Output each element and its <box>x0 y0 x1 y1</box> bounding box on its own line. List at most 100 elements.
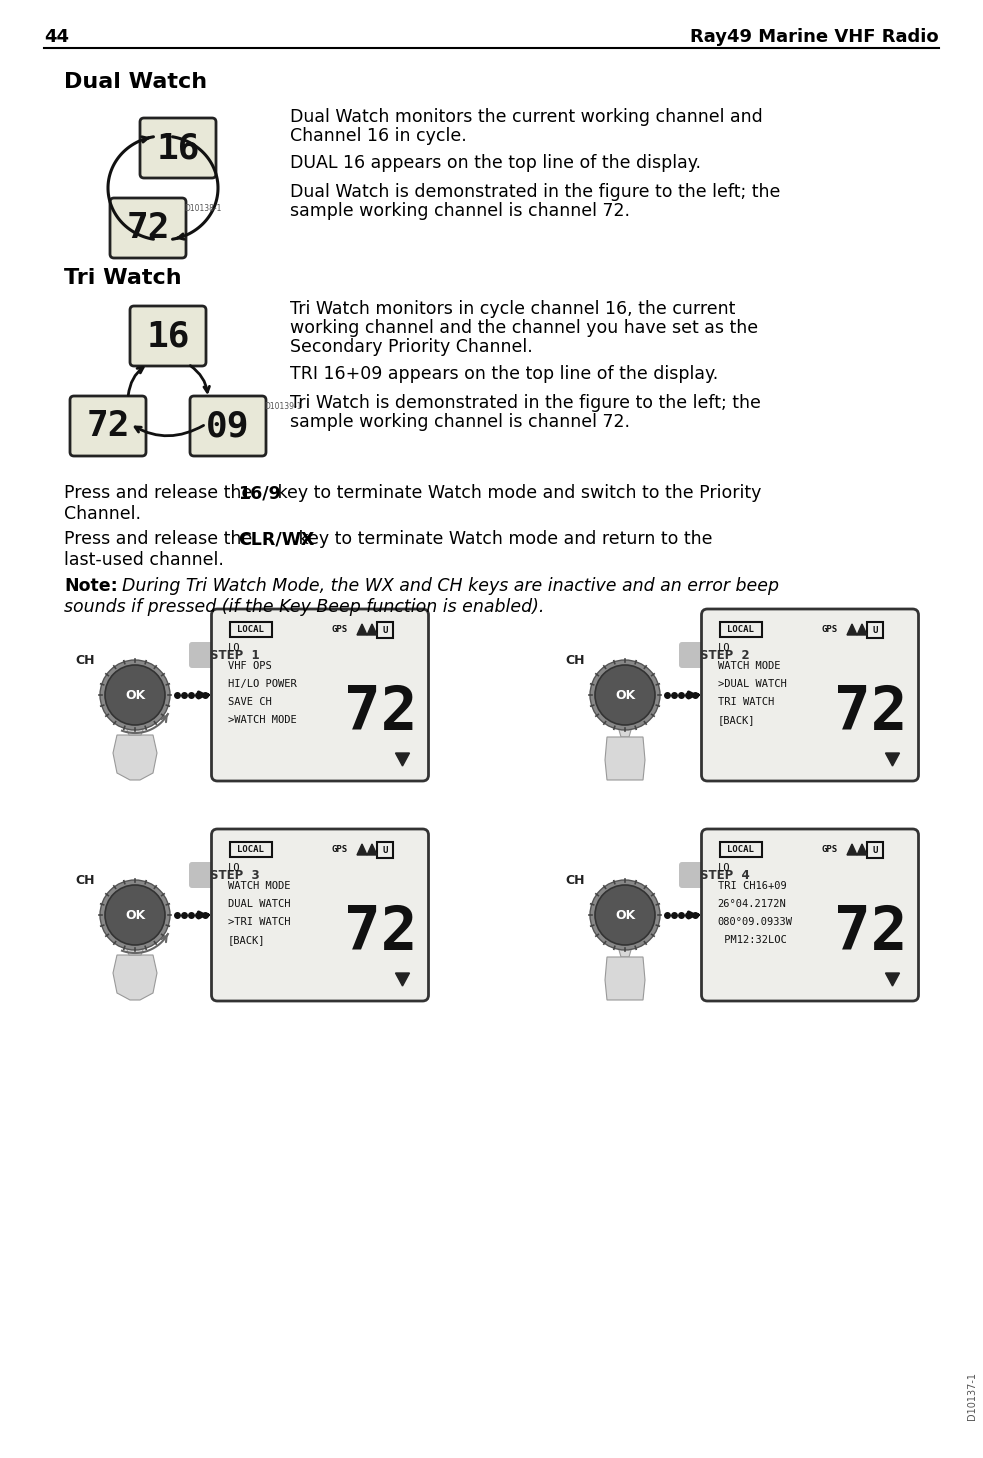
Text: U: U <box>382 846 387 854</box>
Text: 72: 72 <box>344 904 417 962</box>
Text: Dual Watch: Dual Watch <box>64 71 207 92</box>
Polygon shape <box>886 972 899 986</box>
Text: LOCAL: LOCAL <box>237 625 264 634</box>
Text: Dual Watch monitors the current working channel and: Dual Watch monitors the current working … <box>290 108 763 125</box>
FancyBboxPatch shape <box>679 642 771 668</box>
Text: Press and release the: Press and release the <box>64 531 258 548</box>
Text: LO: LO <box>227 863 240 873</box>
Text: TRI 16+09 appears on the top line of the display.: TRI 16+09 appears on the top line of the… <box>290 364 719 383</box>
Polygon shape <box>847 844 857 854</box>
FancyBboxPatch shape <box>377 623 393 639</box>
Text: 09: 09 <box>206 410 250 443</box>
FancyBboxPatch shape <box>110 198 186 258</box>
Text: Tri Watch monitors in cycle channel 16, the current: Tri Watch monitors in cycle channel 16, … <box>290 300 735 318</box>
Text: last-used channel.: last-used channel. <box>64 551 224 569</box>
Circle shape <box>100 660 170 730</box>
Polygon shape <box>847 624 857 636</box>
Polygon shape <box>367 624 377 636</box>
Text: 72: 72 <box>344 684 417 742</box>
Text: LOCAL: LOCAL <box>237 846 264 854</box>
Polygon shape <box>619 706 631 736</box>
Text: GPS: GPS <box>822 846 838 854</box>
Text: sample working channel is channel 72.: sample working channel is channel 72. <box>290 413 630 432</box>
Text: 72: 72 <box>87 410 130 443</box>
Text: SAVE CH: SAVE CH <box>227 697 271 707</box>
Text: Note:: Note: <box>64 577 118 595</box>
Text: LOCAL: LOCAL <box>727 625 754 634</box>
Text: Press and release the: Press and release the <box>64 484 258 502</box>
Text: CH: CH <box>565 873 585 886</box>
Text: CLR/WX: CLR/WX <box>238 531 315 548</box>
Text: OK: OK <box>125 908 145 921</box>
Text: 44: 44 <box>44 28 69 47</box>
Text: D10137-1: D10137-1 <box>967 1372 977 1420</box>
FancyBboxPatch shape <box>130 306 206 366</box>
Text: LO: LO <box>718 643 730 653</box>
FancyBboxPatch shape <box>229 623 271 637</box>
FancyBboxPatch shape <box>229 843 271 857</box>
Polygon shape <box>886 752 899 765</box>
Text: 16/9: 16/9 <box>238 484 281 502</box>
Text: D10138-1: D10138-1 <box>184 204 221 213</box>
FancyBboxPatch shape <box>70 397 146 456</box>
Polygon shape <box>113 955 157 1000</box>
Circle shape <box>100 881 170 951</box>
Polygon shape <box>357 844 367 854</box>
Circle shape <box>595 885 655 945</box>
Circle shape <box>105 885 165 945</box>
Text: HI/LO POWER: HI/LO POWER <box>227 679 296 690</box>
Text: VHF OPS: VHF OPS <box>227 660 271 671</box>
Text: 72: 72 <box>126 211 170 245</box>
Text: 16: 16 <box>146 319 190 353</box>
FancyBboxPatch shape <box>211 830 429 1002</box>
FancyBboxPatch shape <box>140 118 216 178</box>
Text: STEP  2: STEP 2 <box>700 649 750 662</box>
Text: 72: 72 <box>834 904 907 962</box>
Text: >DUAL WATCH: >DUAL WATCH <box>718 679 786 690</box>
FancyBboxPatch shape <box>377 843 393 857</box>
Text: Dual Watch is demonstrated in the figure to the left; the: Dual Watch is demonstrated in the figure… <box>290 184 781 201</box>
Circle shape <box>595 665 655 725</box>
Text: LO: LO <box>718 863 730 873</box>
Text: CH: CH <box>76 873 95 886</box>
Text: key to terminate Watch mode and switch to the Priority: key to terminate Watch mode and switch t… <box>272 484 762 502</box>
Polygon shape <box>857 624 867 636</box>
Text: >WATCH MODE: >WATCH MODE <box>227 714 296 725</box>
Text: U: U <box>382 625 387 634</box>
Text: sounds if pressed (if the Key Beep function is enabled).: sounds if pressed (if the Key Beep funct… <box>64 598 545 615</box>
Text: STEP  4: STEP 4 <box>700 869 750 882</box>
Circle shape <box>590 881 660 951</box>
Text: LO: LO <box>227 643 240 653</box>
Text: LOCAL: LOCAL <box>727 846 754 854</box>
Circle shape <box>590 660 660 730</box>
Text: sample working channel is channel 72.: sample working channel is channel 72. <box>290 203 630 220</box>
Text: WATCH MODE: WATCH MODE <box>227 881 290 891</box>
FancyBboxPatch shape <box>189 862 281 888</box>
FancyBboxPatch shape <box>190 397 266 456</box>
Polygon shape <box>619 924 631 956</box>
Polygon shape <box>357 624 367 636</box>
Text: TRI WATCH: TRI WATCH <box>718 697 774 707</box>
Text: 26°04.2172N: 26°04.2172N <box>718 900 786 908</box>
FancyBboxPatch shape <box>702 830 918 1002</box>
Text: D10139-1: D10139-1 <box>264 402 302 411</box>
Polygon shape <box>395 972 410 986</box>
Text: [BACK]: [BACK] <box>718 714 755 725</box>
Text: DUAL WATCH: DUAL WATCH <box>227 900 290 908</box>
Polygon shape <box>605 956 645 1000</box>
Text: Secondary Priority Channel.: Secondary Priority Channel. <box>290 338 533 356</box>
Text: GPS: GPS <box>822 625 838 634</box>
Text: STEP  3: STEP 3 <box>210 869 260 882</box>
Polygon shape <box>605 736 645 780</box>
Text: OK: OK <box>615 908 635 921</box>
Text: 080°09.0933W: 080°09.0933W <box>718 917 792 927</box>
Text: U: U <box>872 625 878 634</box>
Text: Tri Watch is demonstrated in the figure to the left; the: Tri Watch is demonstrated in the figure … <box>290 394 761 413</box>
Text: OK: OK <box>125 688 145 701</box>
Polygon shape <box>395 752 410 765</box>
Polygon shape <box>127 927 143 955</box>
Text: CH: CH <box>565 653 585 666</box>
Text: GPS: GPS <box>332 846 348 854</box>
Polygon shape <box>857 844 867 854</box>
FancyBboxPatch shape <box>720 623 762 637</box>
